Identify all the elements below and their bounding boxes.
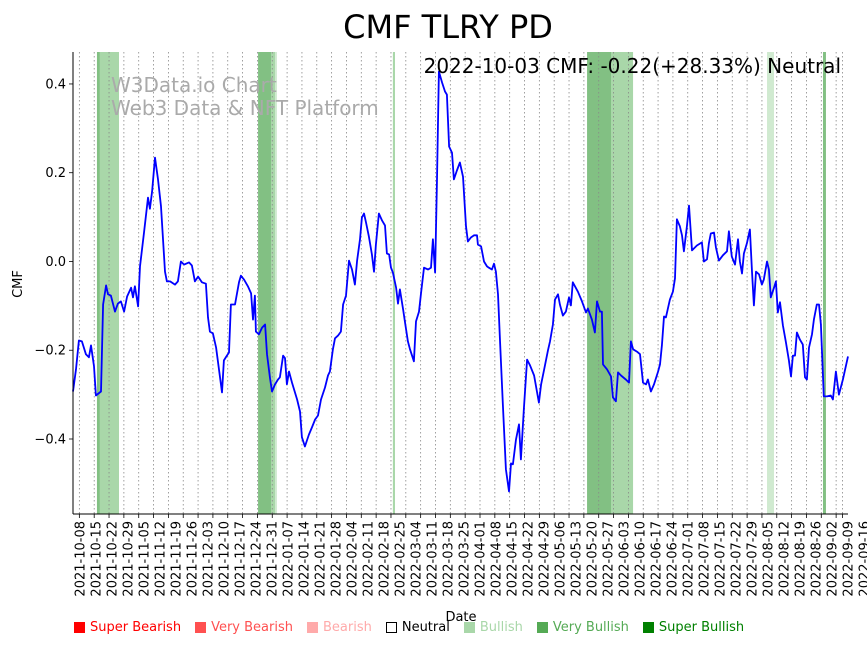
y-tick-label: −0.2 bbox=[34, 344, 66, 359]
x-tick-label: 2022-08-05 bbox=[761, 521, 776, 597]
latest-value-annotation: 2022-10-03 CMF: -0.22(+28.33%) Neutral bbox=[424, 54, 841, 78]
y-tick-label: 0.0 bbox=[45, 255, 66, 270]
x-tick-label: 2022-03-04 bbox=[409, 521, 424, 597]
x-tick-label: 2022-01-14 bbox=[297, 521, 312, 597]
x-tick-label: 2021-10-08 bbox=[73, 521, 88, 597]
chart-title: CMF TLRY PD bbox=[343, 8, 553, 46]
x-tick-label: 2022-02-11 bbox=[361, 521, 376, 597]
legend-label: Bearish bbox=[322, 620, 372, 635]
signal-band bbox=[258, 52, 271, 514]
x-tick-label: 2022-04-29 bbox=[537, 521, 552, 597]
x-axis-ticks: 2021-10-08 2021-10-15 2021-10-22 2021-10-29… bbox=[73, 514, 867, 597]
x-tick-label: 2022-01-07 bbox=[281, 521, 296, 597]
legend-swatch bbox=[74, 622, 85, 633]
legend-item: Bearish bbox=[306, 620, 372, 635]
signal-band bbox=[392, 52, 395, 514]
x-axis-label: Date bbox=[445, 610, 476, 625]
legend-label: Very Bullish bbox=[552, 620, 629, 635]
x-tick-label: 2022-06-03 bbox=[617, 521, 632, 597]
legend: Super Bearish Very Bearish Bearish Neutral B… bbox=[74, 620, 744, 635]
x-tick-label: 2022-07-15 bbox=[713, 521, 728, 597]
x-tick-label: 2022-08-19 bbox=[793, 521, 808, 597]
x-tick-label: 2021-11-05 bbox=[137, 521, 152, 597]
x-tick-label: 2021-12-17 bbox=[233, 521, 248, 597]
x-tick-label: 2022-06-24 bbox=[665, 521, 680, 597]
x-tick-label: 2022-07-01 bbox=[681, 521, 696, 597]
cmf-series-line bbox=[72, 70, 849, 493]
x-tick-label: 2022-02-18 bbox=[377, 521, 392, 597]
signal-band bbox=[611, 52, 634, 514]
signal-band bbox=[96, 52, 100, 514]
legend-label: Neutral bbox=[401, 620, 450, 635]
x-tick-label: 2022-08-26 bbox=[809, 521, 824, 597]
legend-swatch bbox=[385, 622, 397, 633]
x-tick-label: 2022-05-27 bbox=[601, 521, 616, 597]
x-tick-label: 2022-04-08 bbox=[489, 521, 504, 597]
watermark-line-2: Web3 Data & NFT Platform bbox=[111, 96, 379, 120]
signal-bands bbox=[96, 52, 826, 514]
x-tick-label: 2021-10-29 bbox=[121, 521, 136, 597]
signal-band bbox=[275, 52, 277, 514]
x-tick-label: 2021-11-26 bbox=[185, 521, 200, 597]
legend-label: Bullish bbox=[479, 620, 523, 635]
legend-item: Super Bearish bbox=[74, 620, 181, 635]
x-tick-label: 2021-12-03 bbox=[201, 521, 216, 597]
x-tick-label: 2022-03-11 bbox=[425, 521, 440, 597]
x-tick-label: 2022-02-04 bbox=[345, 521, 360, 597]
x-tick-label: 2022-07-08 bbox=[697, 521, 712, 597]
legend-swatch bbox=[463, 622, 475, 633]
x-tick-label: 2022-04-15 bbox=[505, 521, 520, 597]
x-tick-label: 2022-02-25 bbox=[393, 521, 408, 597]
x-tick-label: 2022-04-01 bbox=[473, 521, 488, 597]
signal-band bbox=[270, 52, 276, 514]
x-tick-label: 2022-05-13 bbox=[569, 521, 584, 597]
signal-band bbox=[587, 52, 612, 514]
x-tick-label: 2022-09-16 bbox=[857, 521, 867, 597]
axes-frame bbox=[72, 52, 848, 515]
x-tick-label: 2022-05-06 bbox=[553, 521, 568, 597]
legend-swatch bbox=[642, 622, 654, 633]
x-tick-label: 2022-08-12 bbox=[777, 521, 792, 597]
legend-swatch bbox=[195, 622, 207, 633]
y-tick-label: 0.2 bbox=[45, 166, 66, 181]
legend-label: Super Bearish bbox=[90, 620, 182, 635]
legend-swatch bbox=[536, 622, 548, 633]
x-tick-label: 2021-11-12 bbox=[153, 521, 168, 597]
legend-swatch bbox=[306, 622, 318, 633]
x-tick-label: 2021-12-10 bbox=[217, 521, 232, 597]
legend-item: Bullish bbox=[463, 620, 523, 635]
legend-item: Neutral bbox=[385, 620, 450, 635]
x-tick-label: 2022-04-22 bbox=[521, 521, 536, 597]
legend-item: Very Bearish bbox=[195, 620, 293, 635]
x-tick-label: 2022-03-18 bbox=[441, 521, 456, 597]
x-tick-label: 2021-12-31 bbox=[265, 521, 280, 597]
signal-band bbox=[822, 52, 826, 514]
x-tick-label: 2022-07-29 bbox=[745, 521, 760, 597]
legend-label: Super Bullish bbox=[658, 620, 745, 635]
y-tick-label: 0.4 bbox=[45, 77, 66, 92]
x-tick-label: 2021-12-24 bbox=[249, 521, 264, 597]
x-tick-label: 2022-06-17 bbox=[649, 521, 664, 597]
y-axis-label: CMF bbox=[11, 270, 26, 298]
x-gridlines bbox=[78, 52, 843, 514]
x-tick-label: 2021-11-19 bbox=[169, 521, 184, 597]
x-tick-label: 2022-07-22 bbox=[729, 521, 744, 597]
x-tick-label: 2022-09-09 bbox=[841, 521, 856, 597]
x-tick-label: 2022-09-02 bbox=[825, 521, 840, 597]
x-tick-label: 2022-05-20 bbox=[585, 521, 600, 597]
x-tick-label: 2021-10-15 bbox=[89, 521, 104, 597]
signal-band bbox=[99, 52, 119, 514]
watermark-line-1: W3Data.io Chart bbox=[111, 73, 277, 97]
x-tick-label: 2022-06-10 bbox=[633, 521, 648, 597]
legend-label: Very Bearish bbox=[211, 620, 293, 635]
legend-item: Very Bullish bbox=[536, 620, 629, 635]
legend-item: Super Bullish bbox=[642, 620, 745, 635]
x-tick-label: 2022-01-28 bbox=[329, 521, 344, 597]
y-tick-label: −0.4 bbox=[34, 432, 66, 447]
x-tick-label: 2021-10-22 bbox=[105, 521, 120, 597]
y-axis-ticks: −0.4 −0.2 0.0 0.2 0.4 bbox=[34, 77, 73, 447]
x-tick-label: 2022-01-21 bbox=[313, 521, 328, 597]
x-tick-label: 2022-03-25 bbox=[457, 521, 472, 597]
